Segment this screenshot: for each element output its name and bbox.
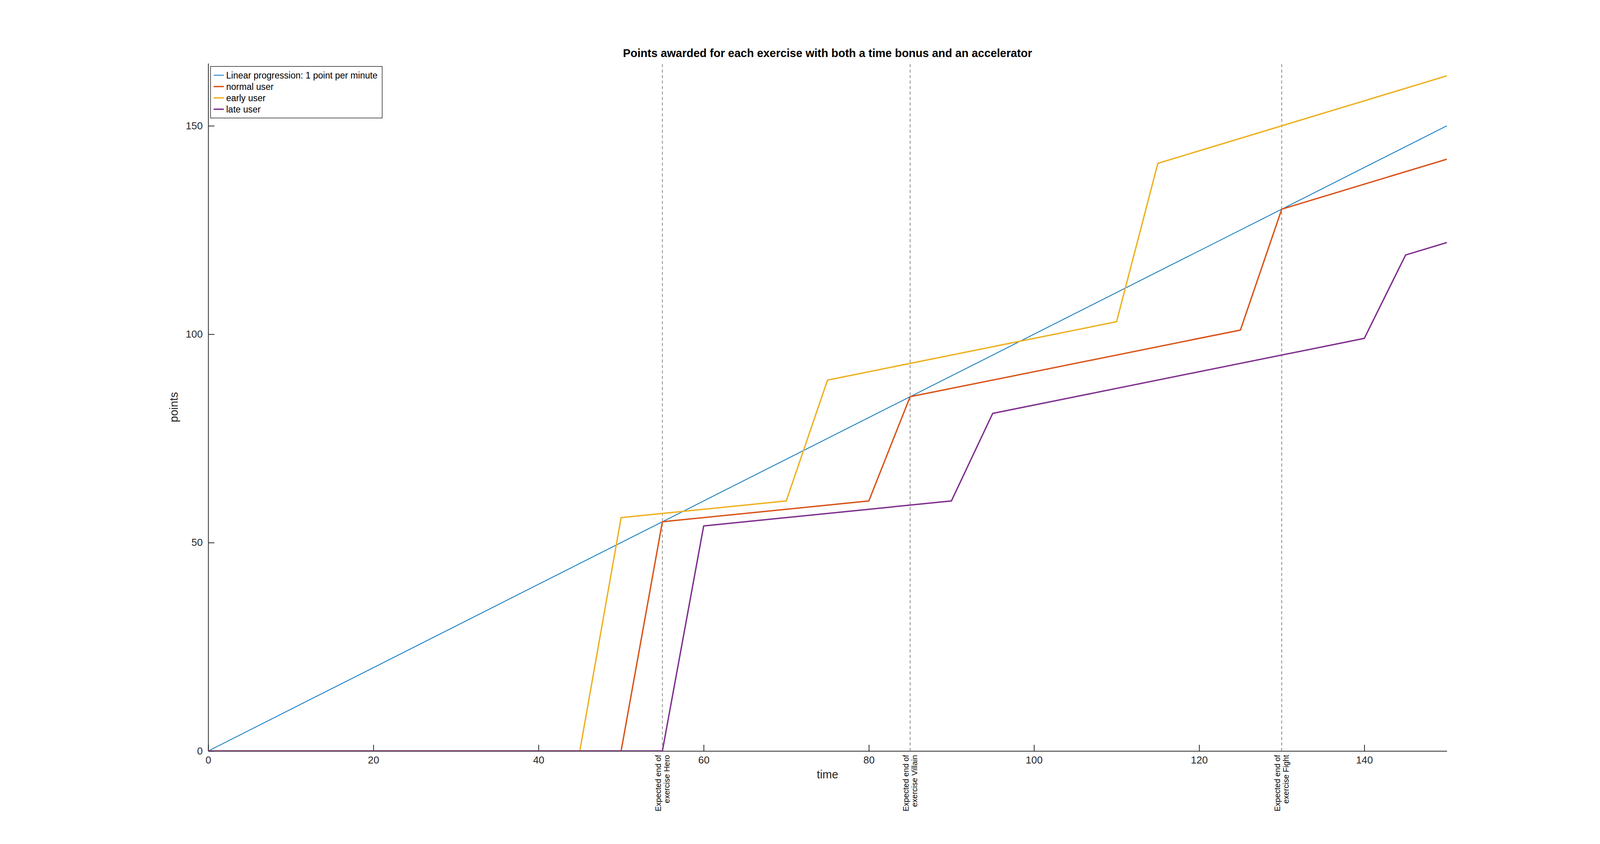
legend-box [210, 66, 383, 118]
annotation-line [662, 63, 663, 751]
annotation-label: exercise Hero [662, 754, 672, 803]
annotation: Expected end ofexercise Fight [1273, 754, 1291, 812]
x-tick: 80 [863, 744, 875, 766]
annotation: Expected end ofexercise Hero [653, 754, 672, 812]
y-tick: 100 [185, 328, 215, 340]
series-line [208, 125, 1447, 751]
series-line [208, 242, 1447, 751]
x-tick-label: 100 [1025, 753, 1043, 766]
y-axis: 0 50 100 150 [185, 63, 215, 757]
x-tick: 100 [1025, 744, 1043, 766]
x-tick: 40 [533, 744, 545, 766]
x-tick: 20 [367, 744, 380, 766]
y-tick-label: 100 [185, 328, 203, 340]
y-tick-mark [208, 542, 215, 543]
x-tick-mark [373, 744, 374, 751]
x-tick-label: 140 [1355, 753, 1373, 766]
legend-label: late user [226, 104, 261, 115]
legend-swatch [213, 75, 224, 76]
x-tick: 140 [1355, 744, 1373, 766]
y-axis-label: points [167, 391, 181, 422]
annotation-label: Expected end of [901, 754, 911, 812]
x-tick-mark [1033, 744, 1035, 751]
x-tick-label: 60 [698, 753, 710, 766]
legend-swatch [213, 85, 224, 88]
y-tick: 50 [191, 536, 215, 549]
annotation-label: Expected end of [1273, 754, 1282, 812]
annotation-line [909, 63, 911, 751]
legend-label: early user [226, 92, 266, 104]
plot-area [208, 63, 1447, 751]
y-tick-mark [208, 125, 215, 127]
x-axis: 0 20 40 60 80 100 120 140 [205, 744, 1447, 766]
y-tick-label: 50 [191, 536, 203, 549]
x-tick: 60 [698, 744, 710, 766]
y-tick: 150 [185, 119, 215, 132]
title: Points awarded for each exercise with bo… [623, 46, 1033, 60]
legend-swatch [213, 97, 224, 99]
series-line [208, 158, 1447, 751]
y-tick-mark [208, 333, 215, 335]
series-line [208, 75, 1447, 751]
x-tick-mark [703, 744, 705, 751]
x-axis-label: time [816, 767, 839, 781]
y-tick-label: 150 [185, 119, 203, 132]
x-tick-mark [1198, 744, 1200, 751]
x-tick-label: 0 [205, 753, 211, 766]
y-tick-label: 0 [197, 744, 203, 757]
annotation-label: Expected end of [653, 754, 663, 812]
annotation-label: exercise Fight [1281, 754, 1291, 804]
annotation-label: exercise Villain [910, 754, 919, 807]
x-tick-label: 40 [533, 753, 545, 766]
legend-label: normal user [226, 81, 274, 92]
legend-label: Linear progression: 1 point per minute [226, 70, 378, 81]
x-tick-mark [538, 744, 540, 751]
x-tick-mark [1364, 744, 1365, 751]
x-tick-label: 120 [1191, 753, 1208, 766]
chart: Points awarded for each exercise with bo… [0, 0, 1600, 844]
legend: Linear progression: 1 point per minuteno… [210, 66, 383, 118]
annotation: Expected end ofexercise Villain [901, 754, 919, 812]
x-tick: 120 [1191, 744, 1208, 766]
legend-swatch [213, 108, 224, 111]
annotation-line [1281, 63, 1283, 751]
x-tick-label: 80 [863, 753, 875, 766]
background [0, 0, 1600, 844]
y-axis-line [208, 63, 209, 752]
x-tick-label: 20 [367, 753, 380, 766]
x-tick-mark [868, 744, 870, 751]
